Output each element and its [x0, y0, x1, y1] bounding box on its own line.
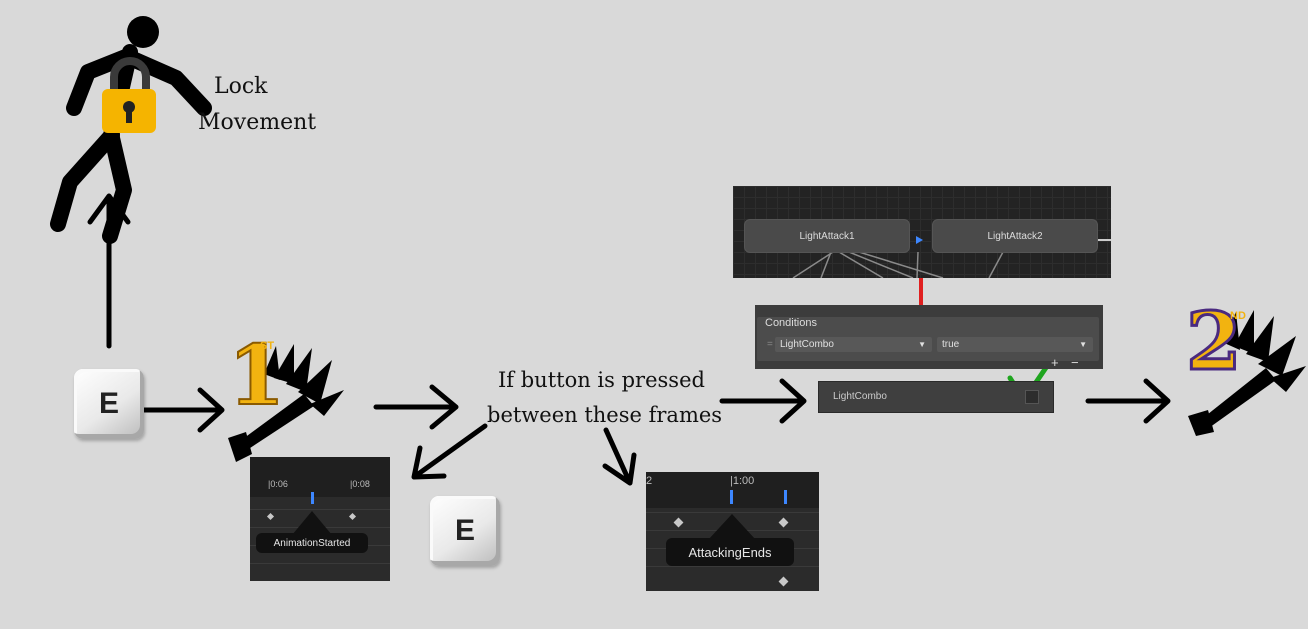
second-badge-digit: 2: [1185, 293, 1244, 390]
timeline1-tick-b: |0:08: [350, 479, 370, 489]
timeline-panel-1: |0:06 |0:08 AnimationStarted: [250, 457, 390, 581]
condition-value-select[interactable]: true ▼: [937, 337, 1093, 352]
condition-param-select[interactable]: LightCombo ▼: [775, 337, 932, 352]
arrow-text-to-timeline2: [602, 427, 637, 486]
timeline2-tick-b: |1:00: [730, 475, 755, 487]
timeline2-tick-a: 2: [646, 475, 653, 487]
state-light-attack-1[interactable]: LightAttack1: [745, 220, 909, 252]
remove-condition-button[interactable]: −: [1071, 355, 1079, 370]
arrow-text-to-timeline1: [411, 423, 488, 480]
timeline2-marker-b: [784, 490, 787, 504]
timeline1-marker: [311, 492, 314, 504]
animator-graph: LightAttack1 LightAttack2: [733, 186, 1111, 278]
parameter-name: LightCombo: [833, 391, 887, 402]
parameter-checkbox[interactable]: [1025, 390, 1039, 404]
first-badge-suffix: ST: [260, 340, 275, 352]
sword-slash-icon: [1188, 310, 1306, 436]
parameter-row[interactable]: LightCombo: [819, 382, 1053, 412]
condition-text-line2: between these frames: [487, 403, 723, 427]
state-light-attack-2[interactable]: LightAttack2: [933, 220, 1097, 252]
drag-handle-icon[interactable]: =: [767, 339, 773, 350]
first-badge-digit: 1: [227, 327, 286, 425]
first-badge: 1 ST: [227, 327, 348, 462]
timeline1-tooltip: AnimationStarted: [256, 533, 368, 553]
key-e-second: E: [430, 496, 500, 566]
timeline-panel-2: 2 |1:00 AttackingEnds: [646, 472, 819, 591]
key-e: E: [74, 369, 144, 439]
chevron-down-icon: ▼: [918, 340, 926, 349]
chevron-down-icon: ▼: [1079, 340, 1087, 349]
lock-label-line2: Movement: [198, 110, 317, 135]
timeline2-marker-a: [730, 490, 733, 504]
arrow-text-to-conditions: [719, 378, 807, 424]
conditions-panel: Conditions = LightCombo ▼ true ▼ + −: [755, 305, 1103, 370]
timeline1-tick-a: |0:06: [268, 479, 288, 489]
second-badge-suffix: ND: [1230, 310, 1246, 322]
lock-label-line1: Lock: [214, 74, 268, 99]
second-badge: 2 ND: [1185, 293, 1308, 436]
sword-slash-icon: [228, 344, 344, 462]
arrow-param-to-second: [1085, 378, 1171, 424]
padlock-icon: [102, 57, 156, 133]
condition-text-line1: If button is pressed: [498, 368, 705, 392]
conditions-header: Conditions: [765, 317, 817, 329]
stick-figure-icon: [50, 16, 212, 244]
add-condition-button[interactable]: +: [1051, 355, 1059, 370]
arrow-e-to-first: [135, 387, 225, 433]
arrow-first-to-text: [373, 384, 459, 430]
timeline2-tooltip: AttackingEnds: [666, 538, 794, 566]
